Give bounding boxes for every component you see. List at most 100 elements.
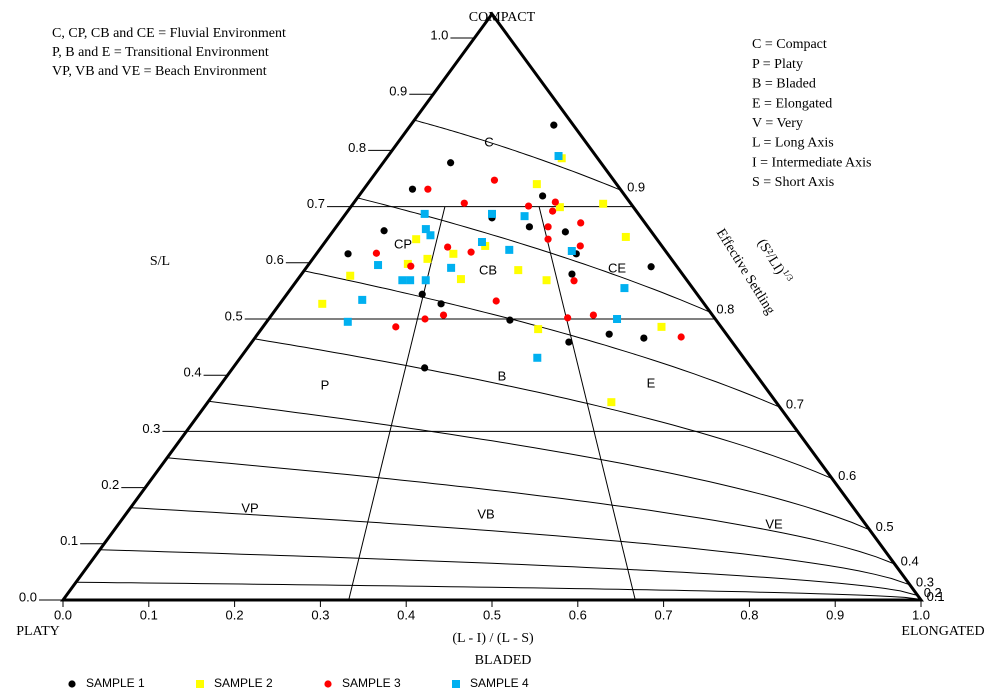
y-axis-label: S/L [150,254,170,269]
settling-tick-label: 0.2 [924,585,942,600]
data-point [555,203,564,212]
legend-label: SAMPLE 3 [342,676,401,690]
data-point [439,311,448,319]
data-point [542,276,551,285]
x-tick-label: 0.2 [226,607,244,622]
y-tick-label: 1.0 [430,27,448,42]
data-point [421,276,430,285]
note: V = Very [752,116,803,131]
zone-label: C [484,134,493,149]
data-point [570,277,578,285]
settling-curve [99,549,918,596]
data-point [534,325,543,334]
settling-curve [130,507,911,586]
data-point [392,323,400,331]
data-point [550,121,558,129]
data-point [613,315,622,323]
data-point [358,295,367,304]
data-point [589,311,597,319]
data-point [554,152,563,161]
data-point [372,249,381,257]
data-point [380,227,388,235]
class-boundary [348,206,446,601]
corner-right: ELONGATED [901,624,984,639]
legend-label: SAMPLE 1 [86,676,145,690]
data-point [647,263,655,271]
settling-curve [414,119,622,191]
data-point [492,297,500,305]
y-tick-label: 0.8 [348,140,366,155]
zone-label: CB [479,262,497,277]
data-point [424,185,432,193]
data-point [418,290,426,298]
legend-swatch [452,680,460,688]
x-axis-label: (L - I) / (L - S) [452,631,534,646]
x-tick-label: 0.9 [826,607,844,622]
data-point [657,322,666,331]
legend-label: SAMPLE 2 [214,676,273,690]
zone-label: VP [241,500,258,515]
settling-curve [357,197,711,313]
settling-tick-label: 0.7 [786,397,804,412]
zone-label: CP [394,236,412,251]
data-point [549,207,557,215]
data-point [412,235,421,244]
data-point [449,249,458,258]
x-tick-label: 0.5 [483,607,501,622]
data-point [532,180,541,189]
data-point [539,192,547,200]
corner-bottom: BLADED [475,653,532,668]
data-point [374,261,383,270]
settling-tick-label: 0.8 [716,302,734,317]
note: C = Compact [752,37,827,52]
zone-label: P [321,377,330,392]
zone-label: CE [608,260,626,275]
y-tick-label: 0.7 [307,196,325,211]
data-point [447,263,456,272]
data-point [398,276,407,285]
settling-curve [167,457,895,565]
legend-swatch [196,680,204,688]
x-tick-label: 0.3 [311,607,329,622]
legend-swatch [68,680,76,688]
y-tick-label: 0.0 [19,589,37,604]
corner-left: PLATY [16,624,60,639]
data-point [421,364,429,372]
settling-tick-label: 0.4 [901,553,919,568]
data-point [407,262,415,270]
y-tick-label: 0.2 [101,477,119,492]
data-point [437,300,445,308]
zone-label: B [498,368,507,383]
y-tick-label: 0.6 [266,252,284,267]
data-point [520,212,529,221]
y-tick-label: 0.3 [142,421,160,436]
x-tick-label: 0.4 [397,607,415,622]
corner-top: COMPACT [469,10,536,25]
note: I = Intermediate Axis [752,155,871,170]
data-point [544,223,552,231]
data-point [564,314,572,322]
data-point [488,209,496,218]
note: C, CP, CB and CE = Fluvial Environment [52,26,286,41]
data-point [403,259,412,268]
data-point [544,235,552,243]
y-tick-label: 0.4 [183,365,201,380]
data-point [426,231,435,240]
data-point [408,185,417,193]
data-point [525,223,533,231]
settling-tick-label: 0.9 [627,180,645,195]
y-tick-label: 0.1 [60,533,78,548]
data-point [344,250,352,258]
note: L = Long Axis [752,136,834,151]
note: E = Elongated [752,96,832,111]
settling-curve [208,400,870,531]
y-tick-label: 0.9 [389,84,407,99]
data-point [343,317,352,326]
data-point [640,334,648,342]
zone-label: VB [477,506,494,521]
data-point [318,299,327,308]
data-point [514,266,523,275]
x-tick-label: 0.7 [655,607,673,622]
data-point [505,245,514,254]
x-tick-label: 0.6 [569,607,587,622]
